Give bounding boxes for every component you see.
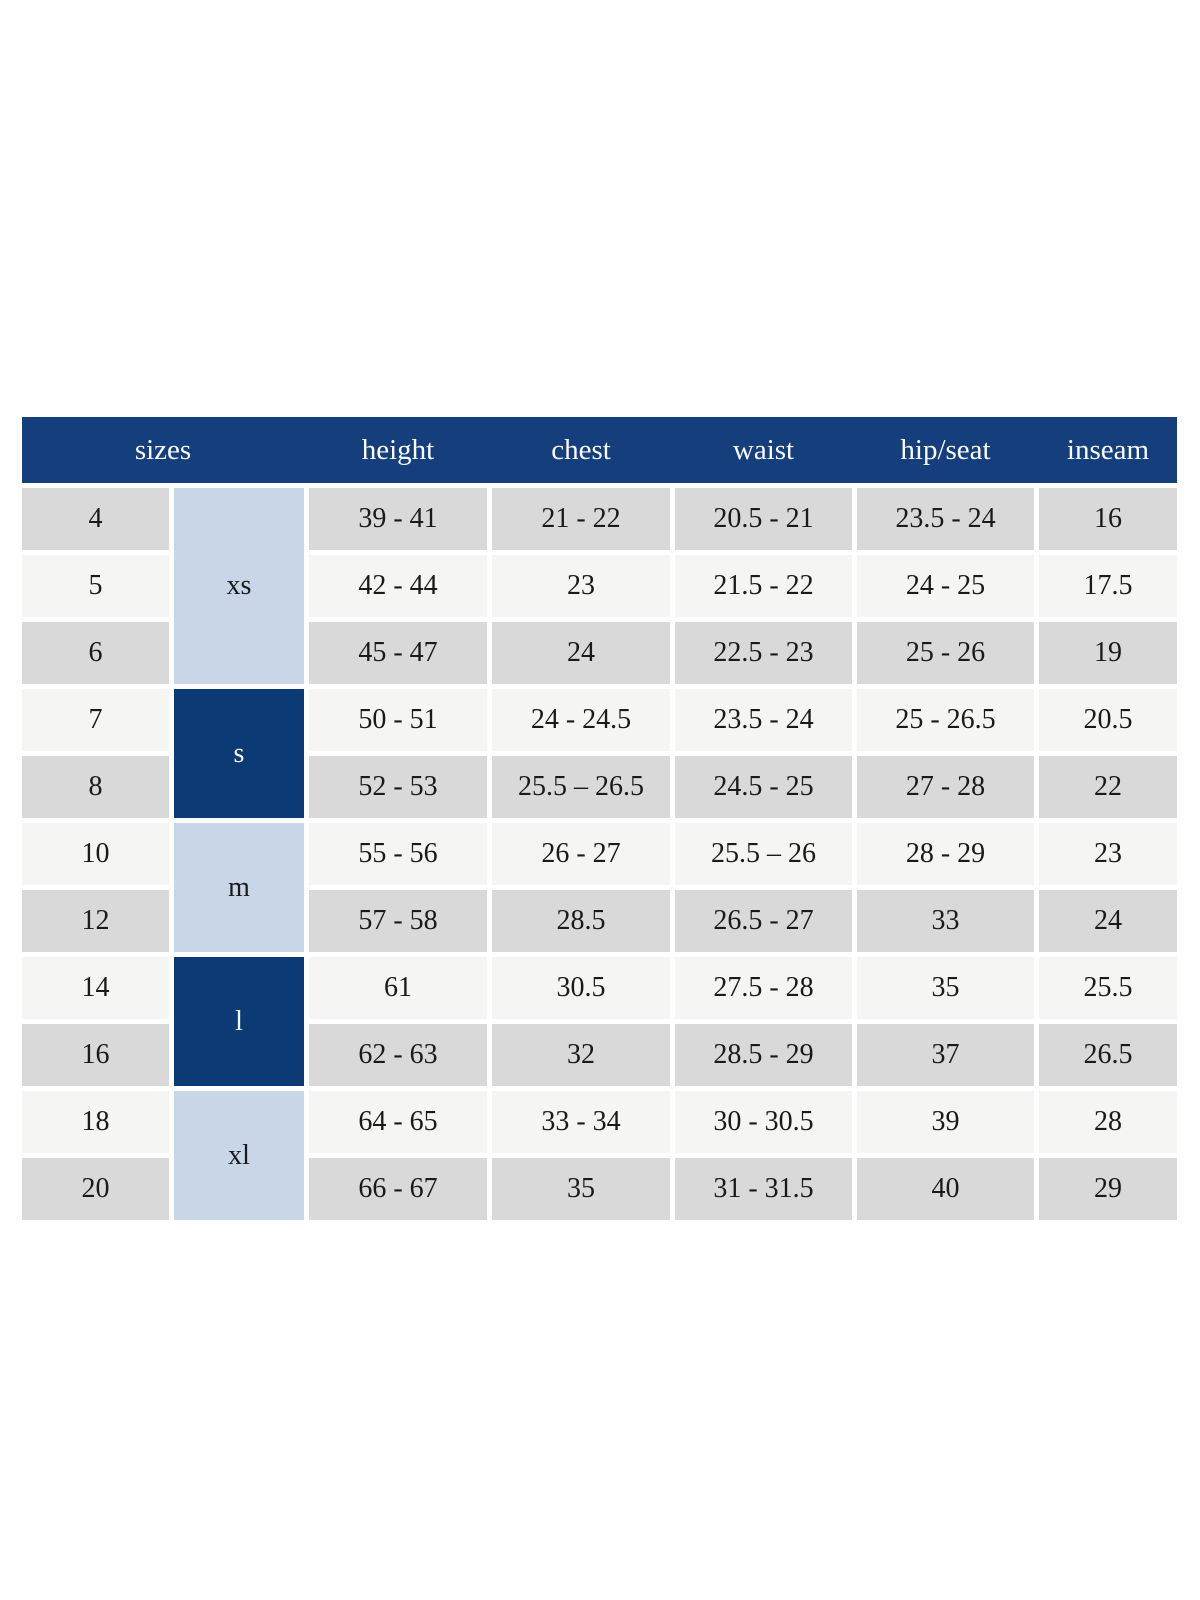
table-header-row: sizes height chest waist hip/seat inseam: [22, 417, 1177, 483]
waist-cell: 28.5 - 29: [675, 1024, 852, 1086]
inseam-cell: 16: [1039, 488, 1177, 550]
inseam-cell: 23: [1039, 823, 1177, 885]
size-cell: 7: [22, 689, 169, 751]
height-cell: 52 - 53: [309, 756, 487, 818]
column-header-chest: chest: [551, 433, 611, 466]
hip-seat-cell: 40: [857, 1158, 1034, 1220]
size-cell: 8: [22, 756, 169, 818]
chest-cell: 28.5: [492, 890, 670, 952]
waist-cell: 30 - 30.5: [675, 1091, 852, 1153]
hip-seat-cell: 28 - 29: [857, 823, 1034, 885]
chest-cell: 24 - 24.5: [492, 689, 670, 751]
inseam-cell: 24: [1039, 890, 1177, 952]
height-cell: 42 - 44: [309, 555, 487, 617]
size-group-cell-xs: xs: [174, 488, 304, 684]
chest-cell: 33 - 34: [492, 1091, 670, 1153]
column-header-inseam: inseam: [1066, 433, 1150, 466]
inseam-cell: 22: [1039, 756, 1177, 818]
size-cell: 6: [22, 622, 169, 684]
inseam-cell: 17.5: [1039, 555, 1177, 617]
size-cell: 16: [22, 1024, 169, 1086]
waist-cell: 27.5 - 28: [675, 957, 852, 1019]
waist-cell: 31 - 31.5: [675, 1158, 852, 1220]
height-cell: 39 - 41: [309, 488, 487, 550]
waist-cell: 22.5 - 23: [675, 622, 852, 684]
height-cell: 55 - 56: [309, 823, 487, 885]
height-cell: 62 - 63: [309, 1024, 487, 1086]
chest-cell: 23: [492, 555, 670, 617]
waist-cell: 25.5 – 26: [675, 823, 852, 885]
size-cell: 18: [22, 1091, 169, 1153]
size-cell: 12: [22, 890, 169, 952]
waist-cell: 21.5 - 22: [675, 555, 852, 617]
size-cell: 20: [22, 1158, 169, 1220]
height-cell: 57 - 58: [309, 890, 487, 952]
waist-cell: 24.5 - 25: [675, 756, 852, 818]
column-header-sizes: sizes: [134, 433, 192, 466]
height-cell: 66 - 67: [309, 1158, 487, 1220]
hip-seat-cell: 37: [857, 1024, 1034, 1086]
height-cell: 45 - 47: [309, 622, 487, 684]
chest-cell: 30.5: [492, 957, 670, 1019]
column-header-hip-seat: hip/seat: [900, 433, 991, 466]
chest-cell: 25.5 – 26.5: [492, 756, 670, 818]
hip-seat-cell: 24 - 25: [857, 555, 1034, 617]
hip-seat-cell: 25 - 26: [857, 622, 1034, 684]
hip-seat-cell: 35: [857, 957, 1034, 1019]
size-group-cell-l: l: [174, 957, 304, 1086]
inseam-cell: 20.5: [1039, 689, 1177, 751]
chest-cell: 35: [492, 1158, 670, 1220]
size-cell: 10: [22, 823, 169, 885]
hip-seat-cell: 23.5 - 24: [857, 488, 1034, 550]
waist-cell: 23.5 - 24: [675, 689, 852, 751]
waist-cell: 26.5 - 27: [675, 890, 852, 952]
table-body: 4 xs 39 - 41 21 - 22 20.5 - 21 23.5 - 24…: [22, 488, 1177, 1220]
height-cell: 50 - 51: [309, 689, 487, 751]
size-group-cell-xl: xl: [174, 1091, 304, 1220]
height-cell: 61: [309, 957, 487, 1019]
size-chart-table: sizes height chest waist hip/seat inseam…: [22, 417, 1177, 1220]
height-cell: 64 - 65: [309, 1091, 487, 1153]
column-header-height: height: [361, 433, 435, 466]
column-header-waist: waist: [732, 433, 795, 466]
inseam-cell: 19: [1039, 622, 1177, 684]
chest-cell: 26 - 27: [492, 823, 670, 885]
chest-cell: 21 - 22: [492, 488, 670, 550]
size-cell: 5: [22, 555, 169, 617]
waist-cell: 20.5 - 21: [675, 488, 852, 550]
hip-seat-cell: 33: [857, 890, 1034, 952]
inseam-cell: 26.5: [1039, 1024, 1177, 1086]
chest-cell: 32: [492, 1024, 670, 1086]
size-cell: 4: [22, 488, 169, 550]
size-cell: 14: [22, 957, 169, 1019]
hip-seat-cell: 39: [857, 1091, 1034, 1153]
inseam-cell: 29: [1039, 1158, 1177, 1220]
chest-cell: 24: [492, 622, 670, 684]
inseam-cell: 28: [1039, 1091, 1177, 1153]
hip-seat-cell: 27 - 28: [857, 756, 1034, 818]
size-group-cell-s: s: [174, 689, 304, 818]
inseam-cell: 25.5: [1039, 957, 1177, 1019]
hip-seat-cell: 25 - 26.5: [857, 689, 1034, 751]
size-group-cell-m: m: [174, 823, 304, 952]
